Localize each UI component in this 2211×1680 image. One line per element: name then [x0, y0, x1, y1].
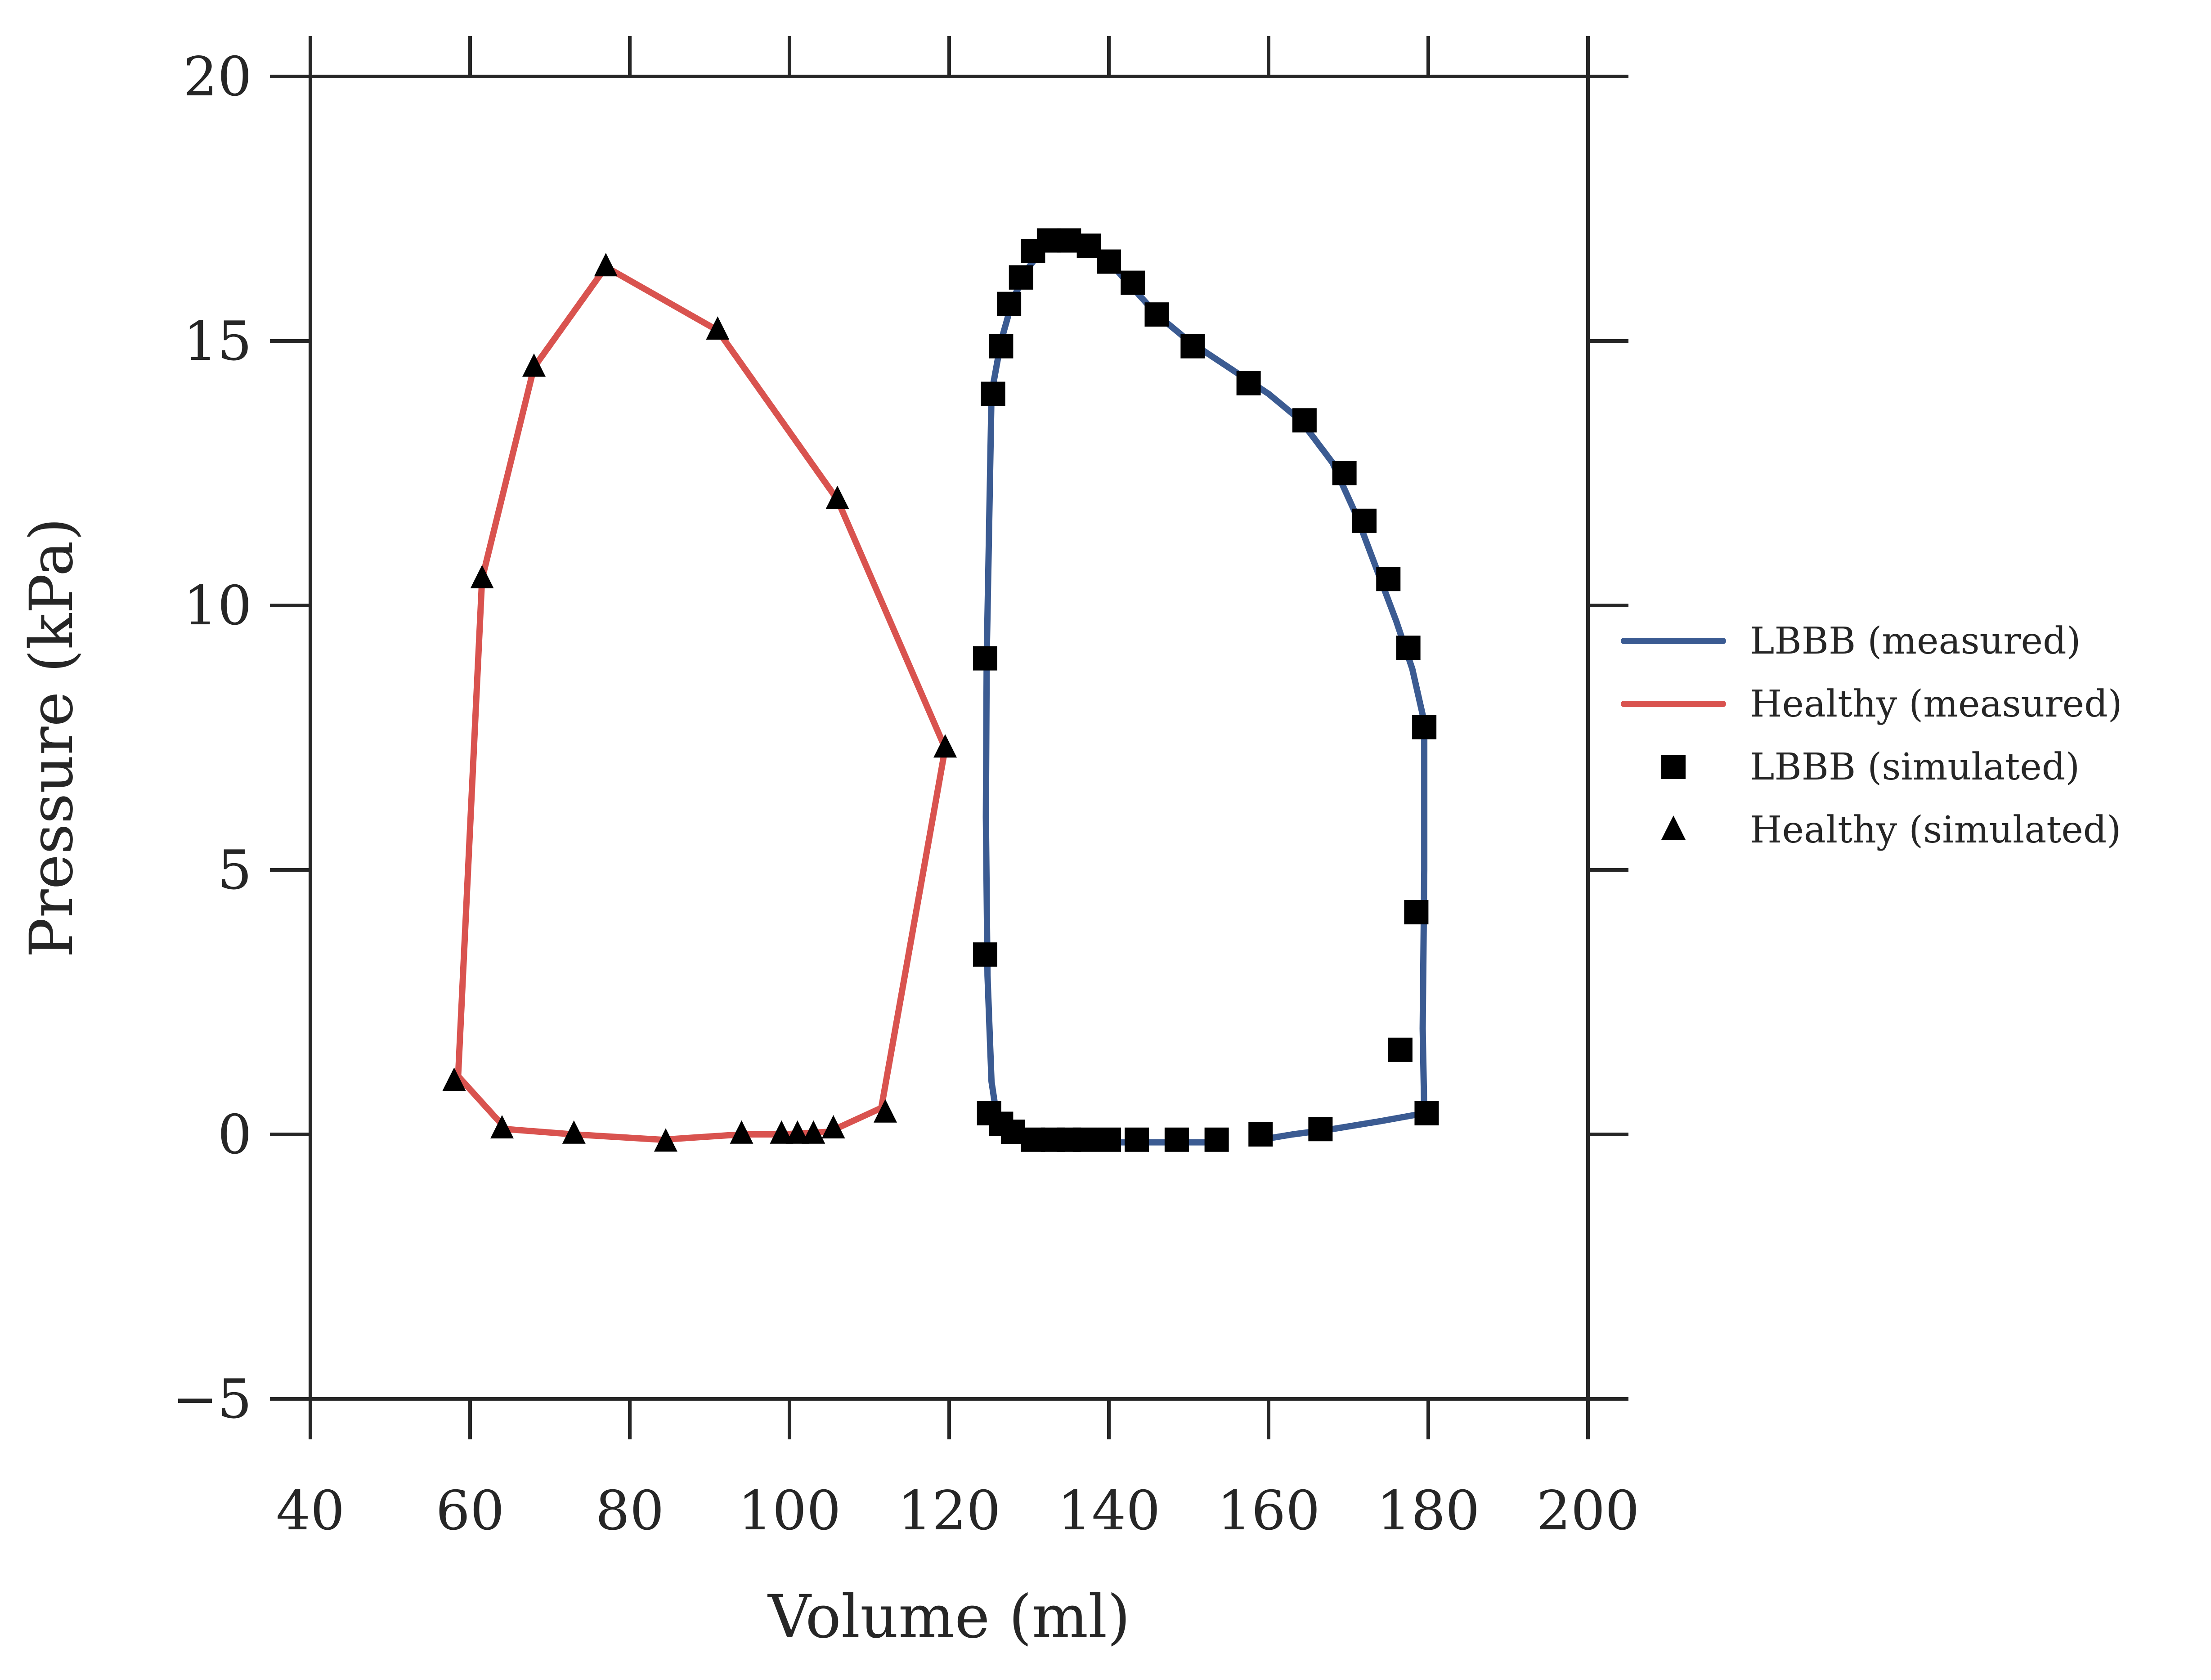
x-tick-label: 180 [1377, 1480, 1480, 1542]
lbbb-simulated-point [981, 381, 1005, 406]
y-tick-label: 20 [183, 46, 252, 108]
lbbb-simulated-point [1414, 1101, 1439, 1125]
healthy-simulated-point [802, 1120, 825, 1144]
lbbb-simulated-point [1125, 1127, 1149, 1152]
x-axis-title: Volume (ml) [767, 1582, 1130, 1652]
lbbb-simulated-point [1097, 1127, 1121, 1152]
lbbb-simulated-point [1388, 1037, 1413, 1062]
y-tick-label: 15 [183, 310, 252, 373]
plot-frame [309, 75, 1590, 1401]
healthy-simulated-point [522, 353, 546, 377]
y-tick-label: 0 [218, 1104, 252, 1166]
healthy-simulated-point [594, 253, 618, 277]
lbbb-simulated-point [1021, 239, 1045, 264]
lbbb-simulated-point [1332, 461, 1357, 485]
healthy-simulated-point [874, 1099, 897, 1123]
healthy-simulated-point [730, 1120, 753, 1144]
healthy-simulated-point [562, 1120, 586, 1144]
lbbb-simulated-point [1412, 715, 1437, 739]
healthy-simulated-point [470, 565, 494, 588]
x-tick-label: 120 [897, 1480, 1000, 1542]
lbbb-simulated-point [1308, 1117, 1333, 1142]
healthy-simulated-point [706, 316, 730, 340]
legend-label-lbbb-measured: LBBB (measured) [1750, 620, 2081, 663]
y-tick-label: −5 [172, 1368, 252, 1431]
lbbb-simulated-point [1164, 1127, 1189, 1152]
lbbb-simulated-point [1376, 567, 1401, 591]
healthy-simulated-point [825, 485, 849, 509]
lbbb-simulated-point [1144, 302, 1169, 327]
y-axis-title: Pressure (kPa) [17, 518, 86, 958]
x-tick-label: 100 [738, 1480, 841, 1542]
x-tick-label: 40 [276, 1480, 345, 1542]
healthy-simulated-point [442, 1067, 466, 1091]
lbbb-simulated-point [1352, 508, 1377, 533]
legend: LBBB (measured) Healthy (measured) LBBB (s… [1621, 620, 2122, 851]
lbbb-simulated-point [1248, 1122, 1273, 1147]
healthy-simulated-point [770, 1120, 794, 1144]
healthy-simulated-point [821, 1115, 845, 1138]
lbbb-simulated-point [1121, 270, 1145, 295]
axis-ticks [270, 36, 1628, 1439]
x-tick-label: 140 [1057, 1480, 1160, 1542]
lbbb-simulated-point [973, 646, 997, 671]
healthy-simulated-point [490, 1115, 514, 1138]
x-tick-label: 60 [436, 1480, 505, 1542]
legend-label-healthy-measured: Healthy (measured) [1750, 683, 2122, 726]
y-tick-label: 5 [218, 839, 252, 902]
lbbb-simulated-point [1009, 265, 1033, 290]
x-tick-label: 80 [596, 1480, 664, 1542]
lbbb-simulated-point [989, 334, 1014, 358]
legend-label-healthy-simulated: Healthy (simulated) [1750, 809, 2121, 851]
lbbb-simulated-point [1404, 900, 1429, 925]
lbbb-simulated-point [1236, 371, 1261, 396]
y-tick-label: 10 [183, 575, 252, 637]
x-tick-label: 200 [1536, 1480, 1639, 1542]
lbbb-simulated-point [1396, 636, 1421, 660]
lbbb-simulated-point [997, 291, 1022, 316]
data-series [442, 228, 1439, 1152]
legend-swatch-lbbb-simulated [1661, 755, 1686, 779]
lbbb-simulated-point [973, 942, 997, 967]
healthy-simulated-point [933, 734, 957, 758]
x-tick-label: 160 [1217, 1480, 1320, 1542]
legend-swatch-healthy-simulated [1661, 815, 1686, 840]
lbbb-simulated-point [1072, 1127, 1097, 1152]
lbbb-simulated-point [1180, 334, 1205, 358]
healthy-simulated-point [654, 1128, 677, 1152]
legend-label-lbbb-simulated: LBBB (simulated) [1750, 746, 2080, 788]
lbbb-simulated-point [1292, 408, 1317, 433]
lbbb-simulated-point [1204, 1127, 1229, 1152]
axis-tick-labels: 40 60 80 100 120 140 160 180 200 −5 0 5 10 15 20 [172, 46, 1639, 1542]
healthy-simulated-point [785, 1120, 809, 1144]
